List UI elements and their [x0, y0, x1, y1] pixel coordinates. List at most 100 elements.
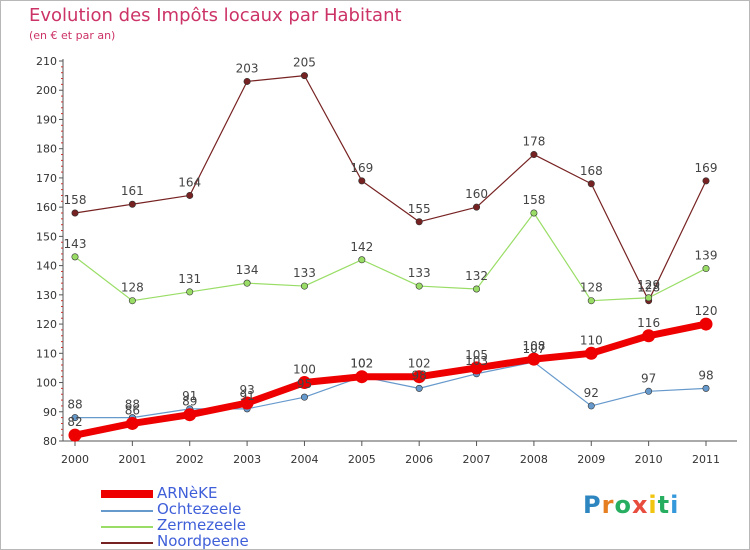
data-point — [355, 370, 369, 384]
x-tick-label: 2005 — [348, 453, 376, 466]
data-label: 134 — [236, 263, 259, 277]
x-tick-label: 2002 — [176, 453, 204, 466]
data-point — [530, 209, 538, 217]
x-tick-label: 2003 — [233, 453, 261, 466]
data-point — [71, 253, 79, 261]
data-label: 158 — [522, 193, 545, 207]
data-label: 93 — [239, 383, 254, 397]
y-tick-label: 100 — [36, 377, 57, 390]
data-label: 116 — [637, 316, 660, 330]
y-tick-label: 80 — [43, 435, 57, 448]
data-label: 128 — [637, 281, 660, 295]
legend-label: Noordpeene — [157, 532, 249, 550]
data-label: 82 — [67, 415, 82, 429]
data-point — [415, 384, 423, 392]
data-point — [412, 370, 426, 384]
data-point — [473, 203, 481, 211]
data-point — [699, 317, 713, 331]
data-point — [183, 408, 197, 422]
logo-letter: o — [614, 491, 632, 519]
y-tick-label: 160 — [36, 201, 57, 214]
data-label: 110 — [580, 333, 603, 347]
data-point — [297, 376, 311, 390]
data-point — [300, 393, 308, 401]
data-label: 98 — [412, 368, 427, 382]
data-point — [702, 177, 710, 185]
data-point — [645, 294, 653, 302]
data-point — [642, 329, 656, 343]
data-label: 169 — [695, 161, 718, 175]
data-point — [300, 72, 308, 80]
y-tick-label: 150 — [36, 230, 57, 243]
data-point — [300, 282, 308, 290]
data-point — [587, 402, 595, 410]
data-label: 160 — [465, 187, 488, 201]
data-label: 89 — [182, 395, 197, 409]
data-point — [128, 200, 136, 208]
x-tick-label: 2001 — [118, 453, 146, 466]
y-tick-label: 170 — [36, 172, 57, 185]
data-point — [415, 218, 423, 226]
data-point — [415, 282, 423, 290]
data-point — [71, 414, 79, 422]
data-label: 129 — [637, 278, 660, 292]
data-label: 142 — [350, 240, 373, 254]
logo-letter: i — [670, 491, 680, 519]
data-point — [584, 346, 598, 360]
x-tick-label: 2009 — [577, 453, 605, 466]
y-tick-label: 120 — [36, 318, 57, 331]
legend-label: Ochtezeele — [157, 500, 242, 518]
logo-letter: t — [657, 491, 671, 519]
logo-letter: P — [583, 491, 602, 519]
data-label: 133 — [408, 266, 431, 280]
x-tick-label: 2006 — [405, 453, 433, 466]
y-tick-label: 140 — [36, 260, 57, 273]
x-tick-label: 2004 — [290, 453, 318, 466]
data-label: 102 — [408, 357, 431, 371]
logo-letter: r — [601, 491, 615, 519]
x-tick-label: 2011 — [692, 453, 720, 466]
legend-swatch — [101, 542, 153, 544]
data-label: 168 — [580, 164, 603, 178]
x-tick-label: 2010 — [635, 453, 663, 466]
data-label: 102 — [350, 357, 373, 371]
data-label: 91 — [239, 389, 254, 403]
data-label: 92 — [584, 386, 599, 400]
data-label: 100 — [293, 363, 316, 377]
data-label: 203 — [236, 61, 259, 75]
x-tick-label: 2007 — [463, 453, 491, 466]
data-label: 131 — [178, 272, 201, 286]
series-line-zermezeele — [74, 212, 707, 302]
data-point — [358, 177, 366, 185]
logo-letter: x — [631, 491, 649, 519]
data-label: 102 — [350, 357, 373, 371]
data-label: 128 — [121, 281, 144, 295]
legend-swatch — [101, 490, 153, 498]
data-point — [128, 297, 136, 305]
data-point — [243, 77, 251, 85]
data-label: 133 — [293, 266, 316, 280]
data-label: 169 — [350, 161, 373, 175]
data-label: 128 — [580, 281, 603, 295]
y-tick-label: 200 — [36, 84, 57, 97]
data-point — [186, 191, 194, 199]
legend-swatch — [101, 510, 153, 512]
data-point — [702, 384, 710, 392]
chart-title: Evolution des Impôts locaux par Habitant — [29, 5, 402, 26]
y-tick-label: 210 — [36, 55, 57, 68]
x-tick-label: 2000 — [61, 453, 89, 466]
data-label: 178 — [522, 135, 545, 149]
data-point — [71, 209, 79, 217]
data-point — [243, 279, 251, 287]
data-label: 88 — [125, 398, 140, 412]
data-point — [125, 416, 139, 430]
data-label: 98 — [698, 368, 713, 382]
data-label: 205 — [293, 56, 316, 70]
data-label: 86 — [125, 403, 140, 417]
series-line-arnèke — [71, 320, 710, 439]
data-point — [240, 396, 254, 410]
data-point — [645, 387, 653, 395]
data-label: 139 — [695, 249, 718, 263]
data-point — [358, 256, 366, 264]
